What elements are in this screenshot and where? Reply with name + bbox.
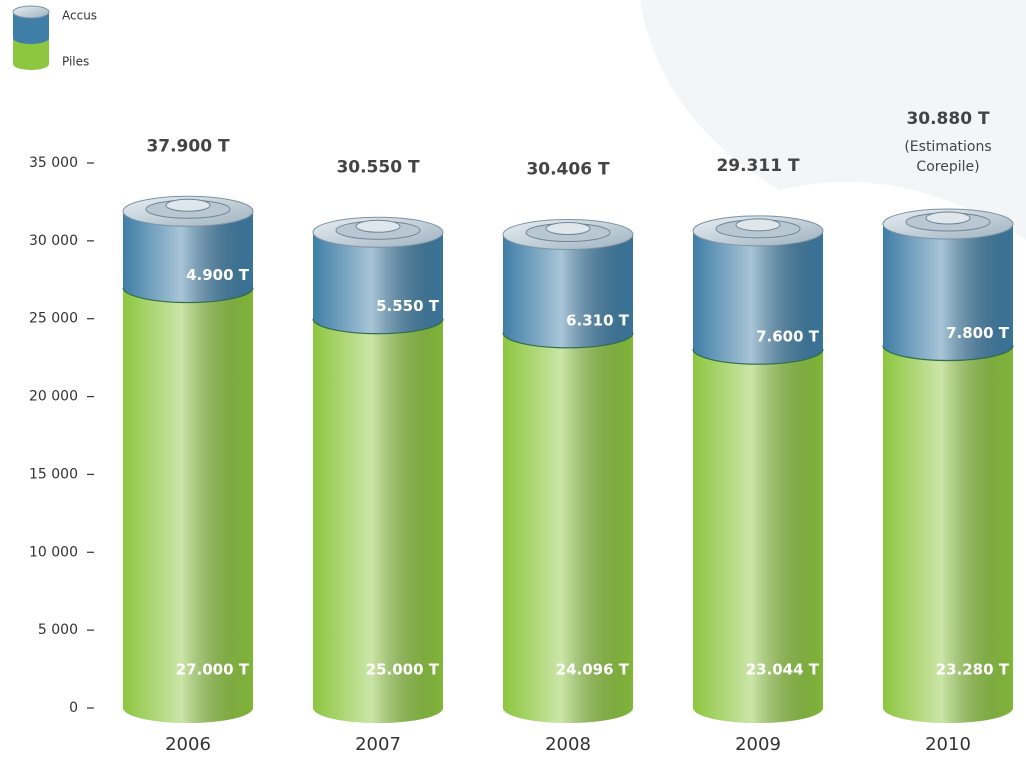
segment-divider <box>502 332 634 349</box>
legend-label: Piles <box>62 55 89 69</box>
segment-divider <box>692 349 824 365</box>
segment-label: 25.000 T <box>366 661 440 679</box>
segment-label: 23.280 T <box>936 661 1010 679</box>
bar-shine <box>503 332 633 723</box>
bar-shine <box>883 224 1013 361</box>
cap-nub <box>545 222 591 236</box>
bar-shine <box>123 211 253 303</box>
segment-label: 7.800 T <box>946 324 1010 342</box>
segment-divider <box>882 345 1014 362</box>
cap-nub <box>355 219 401 233</box>
annotation: Corepile) <box>916 159 979 175</box>
total-label: 30.550 T <box>336 157 420 177</box>
y-tick-label: 25 000 <box>29 311 78 327</box>
cap-nub <box>165 198 211 212</box>
y-tick-label: 10 000 <box>29 544 78 560</box>
annotation: (Estimations <box>904 139 991 155</box>
y-tick-label: 5 000 <box>38 622 78 638</box>
x-tick-label: 2007 <box>355 734 401 755</box>
segment-label: 7.600 T <box>756 328 820 346</box>
y-tick-label: 15 000 <box>29 466 78 482</box>
segment-label: 4.900 T <box>186 266 250 284</box>
bar-shine <box>883 345 1013 723</box>
segment-divider <box>122 287 254 304</box>
cap-nub <box>735 218 781 232</box>
bar-shine <box>693 349 823 723</box>
y-tick-label: 0 <box>69 700 78 716</box>
legend-label: Accus <box>62 9 97 23</box>
legend-swatch <box>13 38 49 70</box>
x-tick-label: 2006 <box>165 734 211 755</box>
bar-shine <box>693 230 823 365</box>
segment-label: 27.000 T <box>176 661 250 679</box>
bar-shine <box>503 234 633 348</box>
total-label: 37.900 T <box>146 136 230 156</box>
total-label: 30.880 T <box>906 109 990 129</box>
segment-label: 23.044 T <box>746 661 820 679</box>
y-tick-label: 35 000 <box>29 155 78 171</box>
y-tick-label: 30 000 <box>29 233 78 249</box>
cap-nub <box>925 211 971 225</box>
bar-shine <box>123 287 253 723</box>
x-tick-label: 2009 <box>735 734 781 755</box>
x-tick-label: 2010 <box>925 734 971 755</box>
watermark <box>640 0 1026 240</box>
total-label: 30.406 T <box>526 160 610 180</box>
legend-cap <box>12 5 50 19</box>
bar-shine <box>313 232 443 334</box>
x-tick-label: 2008 <box>545 734 591 755</box>
total-label: 29.311 T <box>716 156 800 176</box>
bar-shine <box>313 318 443 723</box>
segment-divider <box>312 318 444 335</box>
segment-label: 24.096 T <box>556 661 630 679</box>
segment-label: 5.550 T <box>376 297 440 315</box>
segment-label: 6.310 T <box>566 311 630 329</box>
y-tick-label: 20 000 <box>29 389 78 405</box>
legend-swatch <box>13 12 49 44</box>
